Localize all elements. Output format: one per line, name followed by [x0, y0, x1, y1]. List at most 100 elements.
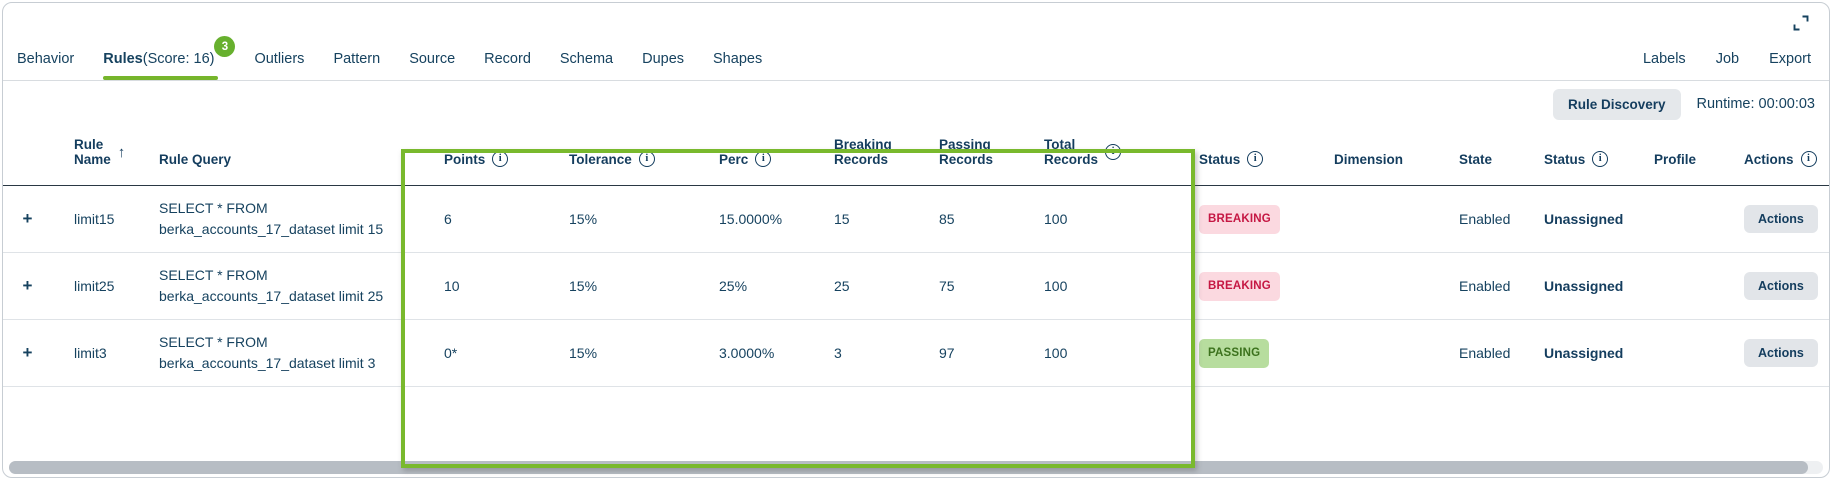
breaking-records-cell: 3: [818, 319, 923, 387]
header-points: Points i: [428, 127, 553, 186]
rule-name-cell: limit3: [58, 319, 143, 387]
tab-behavior[interactable]: Behavior: [17, 37, 74, 80]
tab-bar: Behavior Rules (Score: 16) 3 Outliers Pa…: [3, 36, 1829, 81]
rules-toolbar: Rule Discovery Runtime: 00:00:03: [3, 81, 1829, 127]
status-badge: BREAKING: [1199, 271, 1280, 301]
row-actions-button[interactable]: Actions: [1744, 205, 1818, 233]
header-actions: Actions i: [1728, 127, 1829, 186]
row-actions-button[interactable]: Actions: [1744, 339, 1818, 367]
tabbar-spacer: [791, 37, 1613, 80]
tab-labels[interactable]: Labels: [1643, 37, 1686, 80]
table-row: + limit15 SELECT * FROM berka_accounts_1…: [3, 185, 1829, 253]
header-rule-query: Rule Query: [143, 127, 428, 186]
dimension-cell: [1318, 252, 1443, 320]
info-icon[interactable]: i: [492, 151, 509, 167]
tab-dupes[interactable]: Dupes: [642, 37, 684, 80]
info-icon[interactable]: i: [1592, 151, 1609, 167]
row-actions-button[interactable]: Actions: [1744, 272, 1818, 300]
tab-score-suffix: (Score: 16): [142, 50, 215, 67]
passing-records-cell: 85: [923, 185, 1028, 253]
tab-rules[interactable]: Rules (Score: 16) 3: [103, 36, 236, 80]
state-cell: Enabled: [1443, 252, 1528, 320]
expand-row-button[interactable]: +: [22, 209, 33, 228]
table-row: + limit3 SELECT * FROM berka_accounts_17…: [3, 319, 1829, 387]
info-icon[interactable]: i: [1247, 151, 1264, 167]
header-tolerance: Tolerance i: [553, 127, 703, 186]
expand-row-button[interactable]: +: [22, 343, 33, 362]
tab-label: Source: [409, 50, 456, 67]
dimension-cell: [1318, 185, 1443, 253]
tab-label: Labels: [1642, 50, 1686, 67]
state-cell: Enabled: [1443, 185, 1528, 253]
breaking-records-cell: 15: [818, 185, 923, 253]
rules-table: Rule Name ↑ Rule Query Points i Toleranc…: [3, 127, 1829, 387]
rule-query-cell: SELECT * FROM berka_accounts_17_dataset …: [143, 319, 428, 387]
dimension-cell: [1318, 319, 1443, 387]
expand-row-button[interactable]: +: [22, 276, 33, 295]
tab-job[interactable]: Job: [1716, 37, 1739, 80]
tab-export[interactable]: Export: [1769, 37, 1811, 80]
header-row: Rule Name ↑ Rule Query Points i Toleranc…: [3, 127, 1829, 186]
sort-ascending-icon[interactable]: ↑: [117, 143, 126, 161]
tab-label: Pattern: [333, 50, 381, 67]
tolerance-cell: 15%: [553, 185, 703, 253]
expand-icon[interactable]: [1791, 13, 1811, 33]
points-cell: 6: [428, 185, 553, 253]
profile-cell: [1638, 185, 1728, 253]
total-records-cell: 100: [1028, 319, 1183, 387]
perc-cell: 25%: [703, 252, 818, 320]
header-status: Status i: [1183, 127, 1318, 186]
tab-label: Job: [1715, 50, 1740, 67]
header-perc: Perc i: [703, 127, 818, 186]
tolerance-cell: 15%: [553, 252, 703, 320]
header-passing-records: Passing Records: [923, 127, 1028, 186]
perc-cell: 3.0000%: [703, 319, 818, 387]
info-icon[interactable]: i: [755, 151, 772, 167]
tab-label: Dupes: [642, 50, 685, 67]
header-breaking-records: Breaking Records: [818, 127, 923, 186]
header-dimension: Dimension: [1318, 127, 1443, 186]
rule-discovery-button[interactable]: Rule Discovery: [1552, 88, 1681, 120]
tolerance-cell: 15%: [553, 319, 703, 387]
rule-query-cell: SELECT * FROM berka_accounts_17_dataset …: [143, 252, 428, 320]
assignment-status: Unassigned: [1544, 210, 1624, 227]
header-expand: [3, 127, 58, 186]
tab-pattern[interactable]: Pattern: [333, 37, 380, 80]
tab-label: Outliers: [254, 50, 305, 67]
points-cell: 0*: [428, 319, 553, 387]
tab-source[interactable]: Source: [409, 37, 455, 80]
header-total-records: Total Records i: [1028, 127, 1183, 186]
info-icon[interactable]: i: [1105, 144, 1122, 160]
info-icon[interactable]: i: [1800, 151, 1817, 167]
tab-shapes[interactable]: Shapes: [713, 37, 762, 80]
rule-name-cell: limit25: [58, 252, 143, 320]
tab-outliers[interactable]: Outliers: [254, 37, 304, 80]
tab-record[interactable]: Record: [484, 37, 531, 80]
profile-cell: [1638, 319, 1728, 387]
tab-schema[interactable]: Schema: [560, 37, 613, 80]
header-status-assignment: Status i: [1528, 127, 1638, 186]
tab-label: Behavior: [17, 50, 75, 67]
profile-cell: [1638, 252, 1728, 320]
rule-name-cell: limit15: [58, 185, 143, 253]
table-row: + limit25 SELECT * FROM berka_accounts_1…: [3, 252, 1829, 320]
rule-query-cell: SELECT * FROM berka_accounts_17_dataset …: [143, 185, 428, 253]
breaking-records-cell: 25: [818, 252, 923, 320]
status-badge: BREAKING: [1199, 204, 1280, 234]
state-cell: Enabled: [1443, 319, 1528, 387]
info-icon[interactable]: i: [638, 151, 655, 167]
tab-label: Record: [484, 50, 531, 67]
panel-top-bar: [3, 3, 1829, 37]
scrollbar-thumb[interactable]: [9, 461, 1809, 474]
status-badge: PASSING: [1199, 338, 1270, 368]
horizontal-scrollbar[interactable]: [9, 461, 1823, 474]
total-records-cell: 100: [1028, 252, 1183, 320]
assignment-status: Unassigned: [1544, 277, 1624, 294]
header-rule-name[interactable]: Rule Name ↑: [58, 127, 143, 186]
tab-label: Schema: [559, 50, 614, 67]
points-cell: 10: [428, 252, 553, 320]
passing-records-cell: 75: [923, 252, 1028, 320]
tab-label: Shapes: [713, 50, 763, 67]
tab-label: Export: [1769, 50, 1811, 67]
